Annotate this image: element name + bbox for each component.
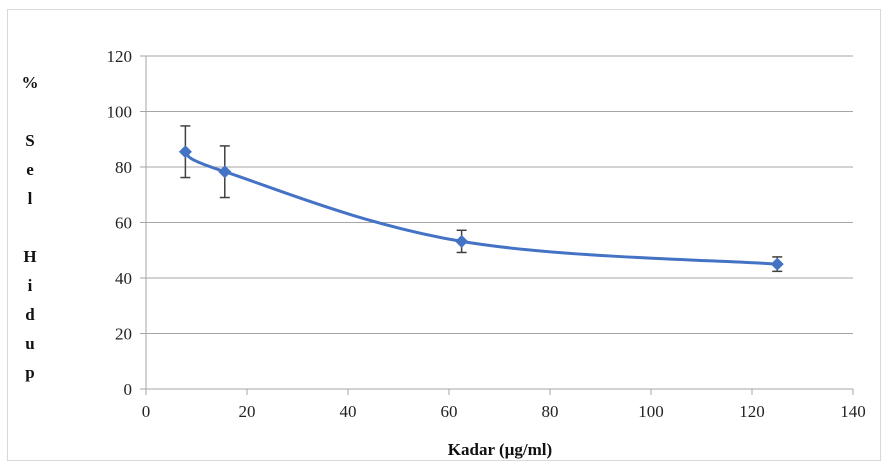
y-axis-label-char-4: l bbox=[28, 189, 33, 208]
y-tick-label-0: 0 bbox=[124, 380, 133, 399]
y-tick-label-60: 60 bbox=[115, 214, 132, 233]
x-axis-label: Kadar (µg/ml) bbox=[448, 440, 552, 459]
y-tick-label-20: 20 bbox=[115, 325, 132, 344]
y-tick-label-80: 80 bbox=[115, 158, 132, 177]
data-markers bbox=[178, 145, 784, 271]
y-axis-label-char-3: e bbox=[26, 160, 34, 179]
x-tick-labels: 0 20 40 60 80 100 120 140 bbox=[142, 402, 866, 421]
data-point-0 bbox=[178, 145, 192, 159]
y-axis-label-char-10: p bbox=[25, 363, 34, 382]
x-tick-label-0: 0 bbox=[142, 402, 151, 421]
x-tick-label-40: 40 bbox=[340, 402, 357, 421]
x-tick-label-20: 20 bbox=[239, 402, 256, 421]
y-axis-label-char-8: d bbox=[25, 305, 35, 324]
x-tick-label-140: 140 bbox=[840, 402, 866, 421]
y-tick-label-120: 120 bbox=[107, 47, 133, 66]
chart-frame bbox=[7, 9, 881, 461]
data-point-3 bbox=[770, 257, 784, 271]
y-axis-label-char-2: S bbox=[25, 131, 34, 150]
y-axis-label-char-7: i bbox=[28, 276, 33, 295]
y-tick-label-40: 40 bbox=[115, 269, 132, 288]
y-tick-label-100: 100 bbox=[107, 103, 133, 122]
error-bars bbox=[180, 125, 783, 273]
x-tick-label-120: 120 bbox=[739, 402, 765, 421]
y-axis-label-char-6: H bbox=[23, 247, 36, 266]
gridlines bbox=[146, 55, 853, 334]
x-tick-label-80: 80 bbox=[542, 402, 559, 421]
axes bbox=[140, 55, 854, 395]
y-tick-labels: 0 20 40 60 80 100 120 bbox=[107, 47, 133, 399]
data-point-1 bbox=[218, 165, 232, 179]
x-tick-label-60: 60 bbox=[441, 402, 458, 421]
y-axis-label-char-9: u bbox=[25, 334, 34, 353]
y-axis-label-char-0: % bbox=[22, 73, 39, 92]
series-line bbox=[184, 150, 778, 266]
x-tick-label-100: 100 bbox=[638, 402, 664, 421]
data-point-2 bbox=[455, 234, 469, 248]
